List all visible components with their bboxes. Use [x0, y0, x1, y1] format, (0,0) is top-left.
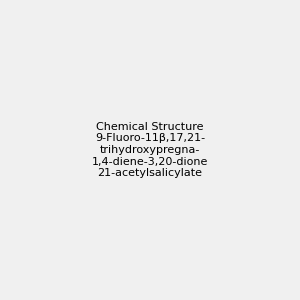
Text: Chemical Structure
9-Fluoro-11β,17,21-
trihydroxypregna-
1,4-diene-3,20-dione
21: Chemical Structure 9-Fluoro-11β,17,21- t…	[92, 122, 208, 178]
